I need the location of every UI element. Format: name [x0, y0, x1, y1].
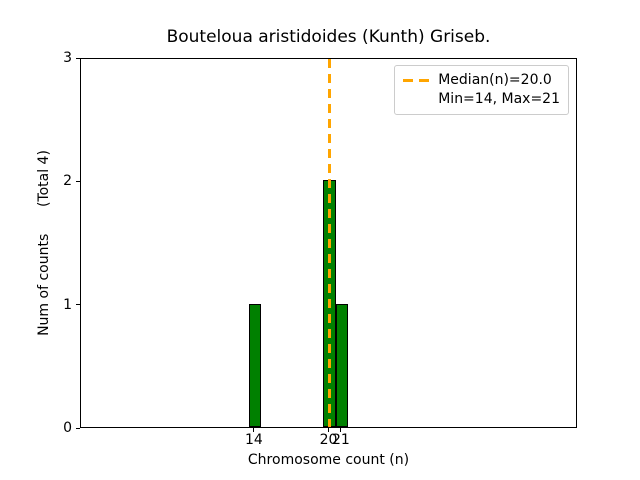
- legend-row-minmax: Min=14, Max=21: [403, 90, 560, 109]
- legend-row-median: Median(n)=20.0: [403, 71, 560, 90]
- x-tick-label-20: 20: [319, 432, 338, 448]
- y-tick-label-0: 0: [63, 420, 72, 436]
- median-dash-swatch-icon: [403, 79, 430, 82]
- y-tick-label-2: 2: [63, 173, 72, 190]
- histogram-bar-x14: [248, 303, 262, 427]
- y-tick-mark-2: [76, 180, 80, 182]
- x-tick-label-21: 21: [332, 432, 350, 448]
- chart-title: Bouteloua aristidoides (Kunth) Griseb.: [166, 27, 491, 47]
- y-tick-mark-1: [76, 304, 80, 306]
- legend-median-label: Median(n)=20.0: [438, 72, 552, 88]
- y-tick-mark-3: [76, 57, 80, 59]
- x-tick-mark-20: [328, 428, 329, 432]
- x-tick-mark-21: [340, 428, 342, 432]
- legend-spacer: [403, 98, 429, 101]
- y-tick-label-1: 1: [63, 296, 72, 313]
- x-tick-label-14: 14: [245, 432, 263, 448]
- x-tick-mark-14: [253, 428, 255, 432]
- median-line: [328, 59, 331, 427]
- legend: Median(n)=20.0 Min=14, Max=21: [394, 65, 569, 115]
- x-axis-label: Chromosome count (n): [247, 452, 410, 468]
- legend-minmax-label: Min=14, Max=21: [438, 91, 560, 107]
- y-tick-mark-0: [76, 427, 80, 429]
- y-tick-label-3: 3: [63, 50, 72, 66]
- histogram-bar-x21: [335, 303, 349, 427]
- plot-area: Median(n)=20.0 Min=14, Max=21: [80, 58, 577, 428]
